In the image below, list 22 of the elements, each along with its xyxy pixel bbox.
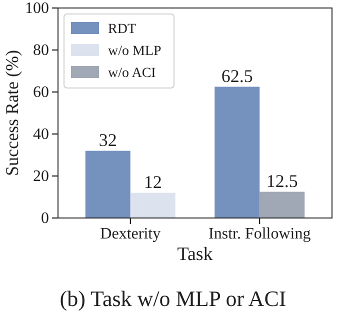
y-tick-label: 80: [33, 42, 49, 60]
y-tick-label: 100: [25, 0, 49, 18]
y-tick-label: 0: [41, 210, 49, 228]
text: (b) Task w/o MLP or ACI: [60, 286, 286, 311]
bar: [85, 150, 130, 218]
x-tick-label: Dexterity: [100, 225, 161, 242]
y-axis-title: Success Rate (%): [2, 50, 22, 176]
bar: [130, 192, 176, 218]
legend-label: w/o MLP: [108, 44, 162, 59]
y-tick-label: 60: [33, 84, 49, 102]
data-label: 62.5: [221, 66, 253, 86]
y-tick-label: 40: [33, 126, 49, 144]
data-label: 12: [144, 172, 162, 192]
bar: [214, 86, 260, 218]
data-label: 32: [98, 130, 117, 150]
legend-label: RDT: [108, 22, 136, 37]
data-label: 12.5: [266, 170, 298, 191]
x-tick-label: Instr. Following: [208, 225, 311, 242]
y-tick-label: 20: [33, 168, 49, 186]
bar: [260, 192, 305, 218]
x-axis-title: Task: [177, 244, 214, 265]
legend-label: w/o ACI: [108, 66, 156, 81]
